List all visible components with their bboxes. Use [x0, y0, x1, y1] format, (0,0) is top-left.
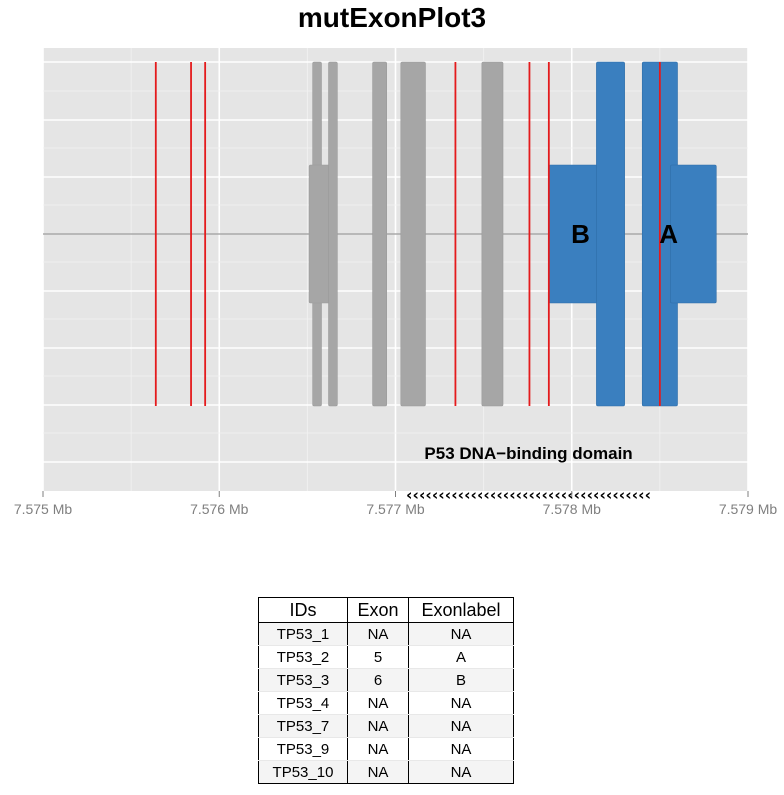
table-row: TP53_1 NA NA — [258, 622, 514, 646]
table-row: TP53_2 5 A — [258, 645, 514, 669]
cell-exonlabel: NA — [408, 760, 514, 784]
exon-label: A — [659, 219, 678, 249]
cell-id: TP53_9 — [258, 737, 348, 761]
cell-exon: NA — [347, 622, 409, 646]
header-ids: IDs — [258, 597, 348, 623]
table-row: TP53_4 NA NA — [258, 691, 514, 715]
cell-id: TP53_7 — [258, 714, 348, 738]
exon-table: IDs Exon Exonlabel TP53_1 NA NA TP53_2 5… — [258, 597, 514, 784]
exon-table-container: IDs Exon Exonlabel TP53_1 NA NA TP53_2 5… — [258, 597, 514, 784]
header-exon: Exon — [347, 597, 409, 623]
cell-exonlabel: NA — [408, 691, 514, 715]
x-tick-label: 7.576 Mb — [190, 501, 249, 517]
table-row: TP53_3 6 B — [258, 668, 514, 692]
table-row: TP53_9 NA NA — [258, 737, 514, 761]
chart-title: mutExonPlot3 — [297, 2, 487, 33]
table-row: TP53_7 NA NA — [258, 714, 514, 738]
cell-id: TP53_4 — [258, 691, 348, 715]
cell-id: TP53_2 — [258, 645, 348, 669]
exon — [328, 61, 338, 407]
table-row: TP53_10 NA NA — [258, 760, 514, 784]
cell-exonlabel: NA — [408, 622, 514, 646]
header-exonlabel: Exonlabel — [408, 597, 514, 623]
x-tick-label: 7.575 Mb — [14, 501, 73, 517]
cell-exon: NA — [347, 691, 409, 715]
cell-exon: NA — [347, 760, 409, 784]
domain-arrows: ‹‹‹‹‹‹‹‹‹‹‹‹‹‹‹‹‹‹‹‹‹‹‹‹‹‹‹‹‹‹‹‹‹‹‹‹‹‹ — [406, 486, 651, 504]
highlighted-exon — [670, 164, 717, 304]
cell-id: TP53_3 — [258, 668, 348, 692]
cell-id: TP53_10 — [258, 760, 348, 784]
cell-id: TP53_1 — [258, 622, 348, 646]
cell-exonlabel: NA — [408, 714, 514, 738]
cell-exon: 6 — [347, 668, 409, 692]
cell-exonlabel: NA — [408, 737, 514, 761]
cell-exon: NA — [347, 714, 409, 738]
domain-label: P53 DNA−binding domain — [424, 444, 632, 463]
cell-exon: NA — [347, 737, 409, 761]
exon — [481, 61, 504, 407]
exon-plot: B A P53 DNA−binding domain ‹‹‹‹‹‹‹‹‹‹‹‹‹‹‹‹… — [14, 48, 778, 517]
table-header-row: IDs Exon Exonlabel — [258, 597, 514, 623]
cell-exonlabel: A — [408, 645, 514, 669]
exon — [372, 61, 387, 407]
cell-exon: 5 — [347, 645, 409, 669]
exon — [308, 164, 331, 304]
x-tick-label: 7.577 Mb — [366, 501, 425, 517]
exon-label: B — [571, 219, 590, 249]
highlighted-exon — [596, 61, 625, 407]
cell-exonlabel: B — [408, 668, 514, 692]
exon — [400, 61, 426, 407]
x-tick-label: 7.579 Mb — [719, 501, 778, 517]
x-tick-label: 7.578 Mb — [543, 501, 602, 517]
